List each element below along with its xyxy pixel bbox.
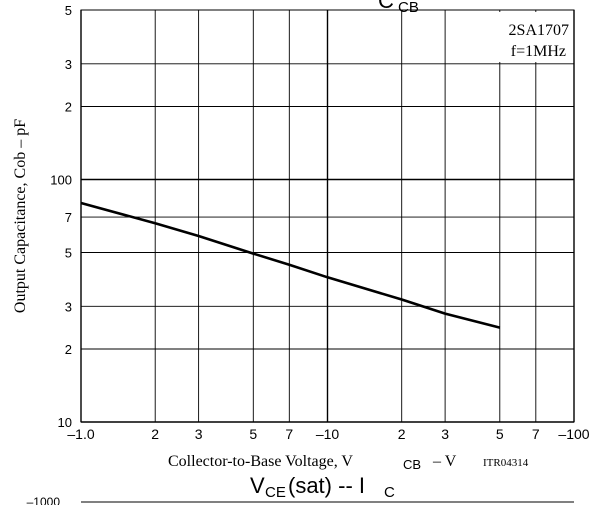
x-axis-unit: – V xyxy=(432,453,457,470)
x-tick-label: 5 xyxy=(249,426,257,442)
grid-lines xyxy=(80,9,575,423)
figure-code: ITR04314 xyxy=(483,457,529,469)
x-tick-label: –1.0 xyxy=(67,426,94,442)
y-tick-label: 7 xyxy=(65,210,72,225)
x-tick-label: 3 xyxy=(441,426,449,442)
next-title-c: C xyxy=(384,484,395,501)
y-tick-label: 10 xyxy=(58,415,72,430)
annotation-background xyxy=(470,12,573,62)
x-tick-label: –100 xyxy=(558,426,589,442)
y-tick-label: 5 xyxy=(65,245,72,260)
x-tick-label: 7 xyxy=(285,426,293,442)
next-title-mid: (sat) -- I xyxy=(288,473,365,498)
part-number-annotation: 2SA1707 xyxy=(509,22,569,39)
next-chart-title: V CE (sat) -- I C xyxy=(250,473,395,501)
x-axis-label: Collector-to-Base Voltage, V xyxy=(168,453,353,470)
y-tick-label: 5 xyxy=(65,3,72,18)
data-series xyxy=(80,201,501,329)
y-tick-label: 2 xyxy=(65,342,72,357)
x-tick-labels: –1.0 2 3 5 7 –10 2 3 5 7 –100 xyxy=(67,426,589,442)
x-tick-label: 7 xyxy=(532,426,540,442)
chart-title-top-sub: CB xyxy=(398,0,419,16)
frequency-annotation: f=1MHz xyxy=(511,43,566,60)
next-title-ce: CE xyxy=(265,484,286,501)
annotation-box: 2SA1707 f=1MHz xyxy=(470,12,573,62)
y-tick-label: 3 xyxy=(65,299,72,314)
x-tick-label: –10 xyxy=(316,426,340,442)
plot-frame xyxy=(80,9,575,423)
x-axis-label-sub: CB xyxy=(403,457,421,472)
x-tick-label: 5 xyxy=(496,426,504,442)
y-tick-label: 3 xyxy=(65,57,72,72)
next-chart-y-top-label: –1000 xyxy=(27,495,61,505)
x-tick-label: 3 xyxy=(195,426,203,442)
x-tick-label: 2 xyxy=(398,426,406,442)
y-tick-labels: 10 2 3 5 7 100 2 3 5 xyxy=(50,3,72,430)
next-title-v: V xyxy=(250,473,265,498)
x-tick-label: 2 xyxy=(151,426,159,442)
y-axis-label: Output Capacitance, Cob – pF xyxy=(12,119,29,313)
y-tick-label: 100 xyxy=(50,173,72,188)
y-tick-label: 2 xyxy=(65,100,72,115)
capacitance-curve xyxy=(80,201,501,329)
chart-title-top: C xyxy=(378,0,394,13)
